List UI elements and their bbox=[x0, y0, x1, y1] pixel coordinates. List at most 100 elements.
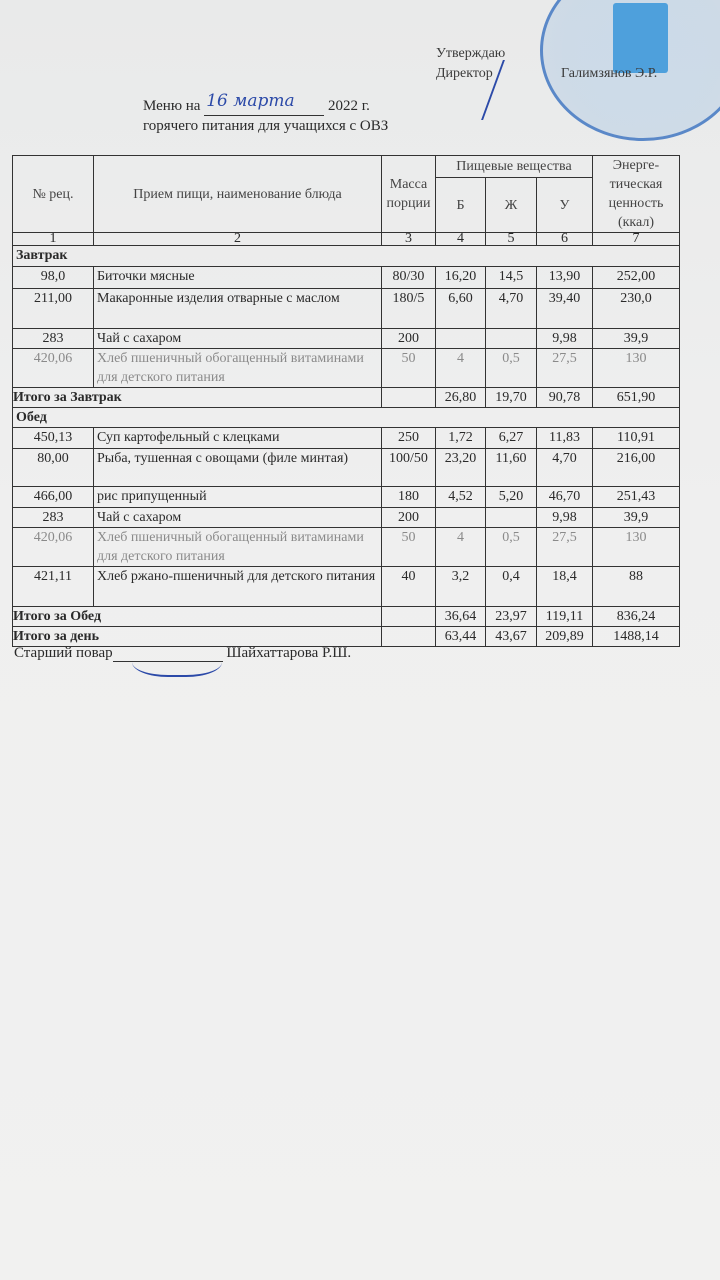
cell-carbs: 11,83 bbox=[536, 427, 593, 449]
cell-rec-no: 450,13 bbox=[12, 427, 94, 449]
cell-fat: 5,20 bbox=[485, 486, 537, 508]
cell-fat bbox=[485, 507, 537, 528]
cell-carbs: 27,5 bbox=[536, 527, 593, 567]
total-energy: 651,90 bbox=[592, 387, 680, 408]
total-u: 90,78 bbox=[536, 387, 593, 408]
handwritten-date: 16 марта bbox=[206, 91, 295, 111]
cell-fat: 14,5 bbox=[485, 266, 537, 289]
cell-dish-name: Рыба, тушенная с овощами (филе минтая) bbox=[93, 448, 382, 487]
header-u: У bbox=[536, 177, 593, 233]
table-row: 211,00 Макаронные изделия отварные с масл… bbox=[12, 288, 680, 329]
table-row: 466,00 рис припущенный 180 4,52 5,20 46,70 251… bbox=[12, 486, 680, 508]
table-row: 450,13 Суп картофельный с клецками 250 1,72… bbox=[12, 427, 680, 449]
cell-energy: 39,9 bbox=[592, 507, 680, 528]
header-b: Б bbox=[435, 177, 486, 233]
total-mass bbox=[381, 626, 436, 647]
header-mass: Масса порции bbox=[381, 155, 436, 233]
cell-protein: 4,52 bbox=[435, 486, 486, 508]
cell-mass: 180 bbox=[381, 486, 436, 508]
table-row: 420,06 Хлеб пшеничный обогащенный витамин… bbox=[12, 348, 680, 388]
cell-mass: 180/5 bbox=[381, 288, 436, 329]
director-name: Галимзянов Э.Р. bbox=[561, 66, 658, 81]
footer-signature: Старший повар Шайхаттарова Р.Ш. bbox=[14, 645, 351, 662]
cell-rec-no: 80,00 bbox=[12, 448, 94, 487]
total-zh: 23,97 bbox=[485, 606, 537, 627]
cell-carbs: 13,90 bbox=[536, 266, 593, 289]
header-dish: Прием пищи, наименование блюда bbox=[93, 155, 382, 233]
cell-dish-name: Суп картофельный с клецками bbox=[93, 427, 382, 449]
cell-dish-name: рис припущенный bbox=[93, 486, 382, 508]
approval-block: Утверждаю Директор Галимзянов Э.Р. bbox=[436, 44, 657, 84]
cell-carbs: 39,40 bbox=[536, 288, 593, 329]
total-b: 63,44 bbox=[435, 626, 486, 647]
cell-mass: 200 bbox=[381, 507, 436, 528]
col-number: 5 bbox=[485, 232, 537, 246]
cell-protein: 4 bbox=[435, 527, 486, 567]
cell-protein bbox=[435, 507, 486, 528]
header-energy: Энерге-тическая ценность (ккал) bbox=[592, 155, 680, 233]
section-breakfast: Завтрак bbox=[12, 245, 680, 267]
cell-carbs: 4,70 bbox=[536, 448, 593, 487]
breakfast-rows: 98,0 Биточки мясные 80/30 16,20 14,5 13,90 252… bbox=[12, 266, 680, 388]
cell-rec-no: 211,00 bbox=[12, 288, 94, 329]
cell-fat: 0,5 bbox=[485, 348, 537, 388]
cell-carbs: 46,70 bbox=[536, 486, 593, 508]
total-energy: 1488,14 bbox=[592, 626, 680, 647]
cell-mass: 50 bbox=[381, 527, 436, 567]
cell-rec-no: 421,11 bbox=[12, 566, 94, 607]
cell-protein: 6,60 bbox=[435, 288, 486, 329]
cell-fat: 4,70 bbox=[485, 288, 537, 329]
date-field: 16 марта bbox=[204, 91, 325, 116]
total-mass bbox=[381, 387, 436, 408]
cell-protein: 16,20 bbox=[435, 266, 486, 289]
table-row: 283 Чай с сахаром 200 9,98 39,9 bbox=[12, 507, 680, 528]
cell-mass: 80/30 bbox=[381, 266, 436, 289]
table-row: 421,11 Хлеб ржано-пшеничный для детского … bbox=[12, 566, 680, 607]
table-row: 283 Чай с сахаром 200 9,98 39,9 bbox=[12, 328, 680, 349]
page-title: Меню на 16 марта 2022 г. горячего питани… bbox=[143, 91, 389, 136]
col-number: 1 bbox=[12, 232, 94, 246]
col-number: 2 bbox=[93, 232, 382, 246]
total-energy: 836,24 bbox=[592, 606, 680, 627]
col-number: 3 bbox=[381, 232, 436, 246]
menu-table: № рец. Прием пищи, наименование блюда Ма… bbox=[12, 155, 680, 647]
cell-dish-name: Чай с сахаром bbox=[93, 507, 382, 528]
breakfast-total-row: Итого за Завтрак 26,80 19,70 90,78 651,9… bbox=[12, 387, 680, 408]
cell-dish-name: Хлеб пшеничный обогащенный витаминами дл… bbox=[93, 348, 382, 388]
cell-dish-name: Макаронные изделия отварные с маслом bbox=[93, 288, 382, 329]
cell-rec-no: 420,06 bbox=[12, 348, 94, 388]
total-zh: 43,67 bbox=[485, 626, 537, 647]
cell-dish-name: Хлеб ржано-пшеничный для детского питани… bbox=[93, 566, 382, 607]
total-u: 119,11 bbox=[536, 606, 593, 627]
emblem-icon bbox=[613, 3, 668, 73]
total-zh: 19,70 bbox=[485, 387, 537, 408]
section-lunch: Обед bbox=[12, 407, 680, 428]
header-zh: Ж bbox=[485, 177, 537, 233]
total-label: Итого за Завтрак bbox=[12, 387, 382, 408]
cell-dish-name: Чай с сахаром bbox=[93, 328, 382, 349]
cell-energy: 88 bbox=[592, 566, 680, 607]
total-mass bbox=[381, 606, 436, 627]
chef-signature bbox=[132, 640, 222, 677]
cell-protein: 23,20 bbox=[435, 448, 486, 487]
cell-fat: 6,27 bbox=[485, 427, 537, 449]
cell-mass: 100/50 bbox=[381, 448, 436, 487]
director-label: Директор bbox=[436, 66, 493, 81]
cell-energy: 130 bbox=[592, 348, 680, 388]
cell-rec-no: 466,00 bbox=[12, 486, 94, 508]
cell-carbs: 9,98 bbox=[536, 507, 593, 528]
title-subtitle: горячего питания для учащихся с ОВЗ bbox=[143, 118, 389, 134]
total-label: Итого за Обед bbox=[12, 606, 382, 627]
total-label: Итого за день bbox=[12, 626, 382, 647]
cell-fat: 0,4 bbox=[485, 566, 537, 607]
cell-mass: 250 bbox=[381, 427, 436, 449]
cell-rec-no: 283 bbox=[12, 328, 94, 349]
cell-fat: 11,60 bbox=[485, 448, 537, 487]
cell-rec-no: 98,0 bbox=[12, 266, 94, 289]
cell-fat bbox=[485, 328, 537, 349]
cell-mass: 200 bbox=[381, 328, 436, 349]
cell-mass: 40 bbox=[381, 566, 436, 607]
chef-label: Старший повар bbox=[14, 645, 113, 661]
title-year: 2022 г. bbox=[327, 98, 370, 114]
cell-protein bbox=[435, 328, 486, 349]
